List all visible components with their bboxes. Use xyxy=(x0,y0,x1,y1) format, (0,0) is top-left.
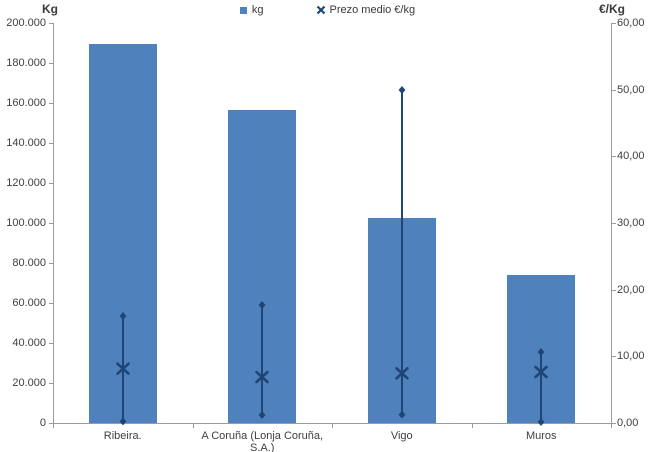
right-axis-tick xyxy=(612,223,616,224)
right-axis-tick xyxy=(612,156,616,158)
left-axis-tick xyxy=(49,143,53,144)
right-axis-tick-label: 60,00 xyxy=(617,17,645,29)
right-axis-tick-label: 50,00 xyxy=(617,83,645,96)
square-marker-icon xyxy=(239,6,247,14)
left-axis-tick-label: 180.000 xyxy=(6,57,46,69)
right-axis-tick-label: 10,00 xyxy=(617,350,645,363)
left-axis-tick xyxy=(49,103,53,104)
left-axis-tick-label: 60.000 xyxy=(12,297,46,309)
left-axis-tick-label: 160.000 xyxy=(6,97,46,109)
legend-label-kg: kg xyxy=(251,4,264,16)
right-axis-line xyxy=(611,23,612,423)
left-axis-title: Kg xyxy=(42,2,58,16)
left-axis-tick xyxy=(49,343,53,344)
price-range-marker-muros xyxy=(534,347,549,426)
right-axis-tick xyxy=(612,23,616,24)
left-axis-tick xyxy=(49,63,53,64)
right-axis-tick-label: 40,00 xyxy=(617,150,645,163)
left-axis-tick-label: 140.000 xyxy=(6,137,46,149)
legend: kg Prezo medio €/kg xyxy=(0,4,654,16)
price-range-marker-vigo xyxy=(394,85,409,419)
left-axis-tick-label: 120.000 xyxy=(6,177,46,189)
x-axis-category-label: A Coruña (Lonja Coruña, S.A.) xyxy=(201,430,324,452)
left-axis-tick-label: 200.000 xyxy=(6,17,46,29)
x-axis-tick xyxy=(332,424,333,428)
x-axis-tick xyxy=(53,424,54,428)
legend-item-kg: kg xyxy=(239,4,264,16)
left-axis-tick xyxy=(49,23,53,24)
price-range-marker-ribeira xyxy=(115,312,130,426)
left-axis-tick-label: 80.000 xyxy=(12,257,46,269)
left-axis-tick-label: 40.000 xyxy=(12,337,46,349)
x-axis-category-label: Vigo xyxy=(390,430,413,442)
x-marker-icon xyxy=(316,5,325,15)
x-axis-category-label: Muros xyxy=(525,430,557,442)
left-axis-tick xyxy=(49,303,53,304)
x-axis-line xyxy=(53,423,612,424)
price-range-marker-a-coru-a-lonja-coru-a-s-a xyxy=(255,301,270,419)
legend-item-prezo-medio: Prezo medio €/kg xyxy=(316,4,416,16)
right-axis-tick xyxy=(612,89,616,91)
left-axis-tick xyxy=(49,223,53,224)
right-axis-tick xyxy=(612,289,616,291)
left-axis-tick xyxy=(49,423,53,424)
left-axis-tick-label: 0 xyxy=(39,417,46,429)
right-axis-tick-label: 20,00 xyxy=(617,283,645,296)
x-axis-tick xyxy=(611,424,612,428)
x-axis-category-label: Ribeira. xyxy=(103,430,142,442)
right-axis-tick xyxy=(612,356,616,358)
right-axis-tick-label: 30,00 xyxy=(617,217,645,229)
right-axis-tick xyxy=(612,423,616,424)
left-axis-tick-label: 20.000 xyxy=(12,377,46,389)
right-axis-tick-label: 0,00 xyxy=(617,417,639,429)
left-axis-line xyxy=(53,23,54,423)
left-axis-tick-label: 100.000 xyxy=(6,217,46,229)
left-axis-tick xyxy=(49,263,53,264)
legend-label-prezo-medio: Prezo medio €/kg xyxy=(329,4,416,16)
x-axis-tick xyxy=(471,424,473,428)
left-axis-tick xyxy=(49,183,53,184)
x-axis-tick xyxy=(192,424,194,428)
right-axis-title: €/Kg xyxy=(598,2,625,16)
left-axis-tick xyxy=(49,383,53,384)
